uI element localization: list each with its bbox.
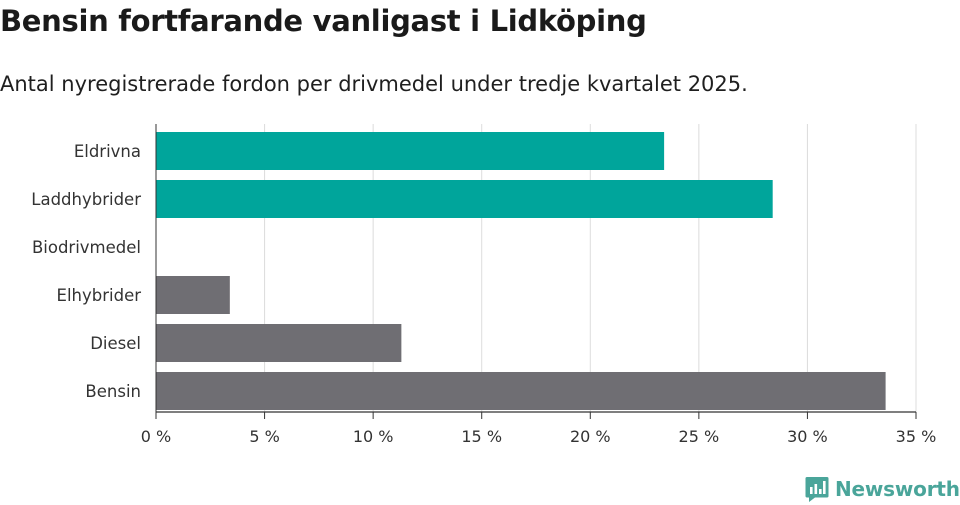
category-label-diesel: Diesel	[90, 334, 141, 353]
category-label-laddhybrider: Laddhybrider	[31, 190, 141, 209]
bar-eldrivna	[156, 132, 665, 170]
chart-title: Bensin fortfarande vanligast i Lidköping	[0, 4, 647, 38]
bar-elhybrider	[156, 276, 230, 314]
x-tick-label-6: 30 %	[787, 427, 828, 446]
newsworthy-logo: Newsworthy	[805, 474, 960, 504]
chart-subtitle: Antal nyregistrerade fordon per drivmede…	[0, 72, 748, 96]
x-tick-label-4: 20 %	[570, 427, 611, 446]
x-tick-label-3: 15 %	[461, 427, 502, 446]
newsworthy-logo-icon	[805, 476, 829, 502]
x-tick-label-5: 25 %	[679, 427, 720, 446]
bar-diesel	[156, 324, 402, 362]
category-label-biodrivmedel: Biodrivmedel	[32, 238, 141, 257]
x-tick-label-0: 0 %	[141, 427, 171, 446]
newsworthy-logo-text: Newsworthy	[835, 477, 960, 501]
x-tick-label-1: 5 %	[249, 427, 279, 446]
x-tick-label-7: 35 %	[896, 427, 937, 446]
bar-bensin	[156, 372, 886, 410]
category-label-bensin: Bensin	[85, 382, 141, 401]
category-label-eldrivna: Eldrivna	[74, 142, 141, 161]
category-label-elhybrider: Elhybrider	[57, 286, 142, 305]
bar-laddhybrider	[156, 180, 773, 218]
x-tick-label-2: 10 %	[353, 427, 394, 446]
